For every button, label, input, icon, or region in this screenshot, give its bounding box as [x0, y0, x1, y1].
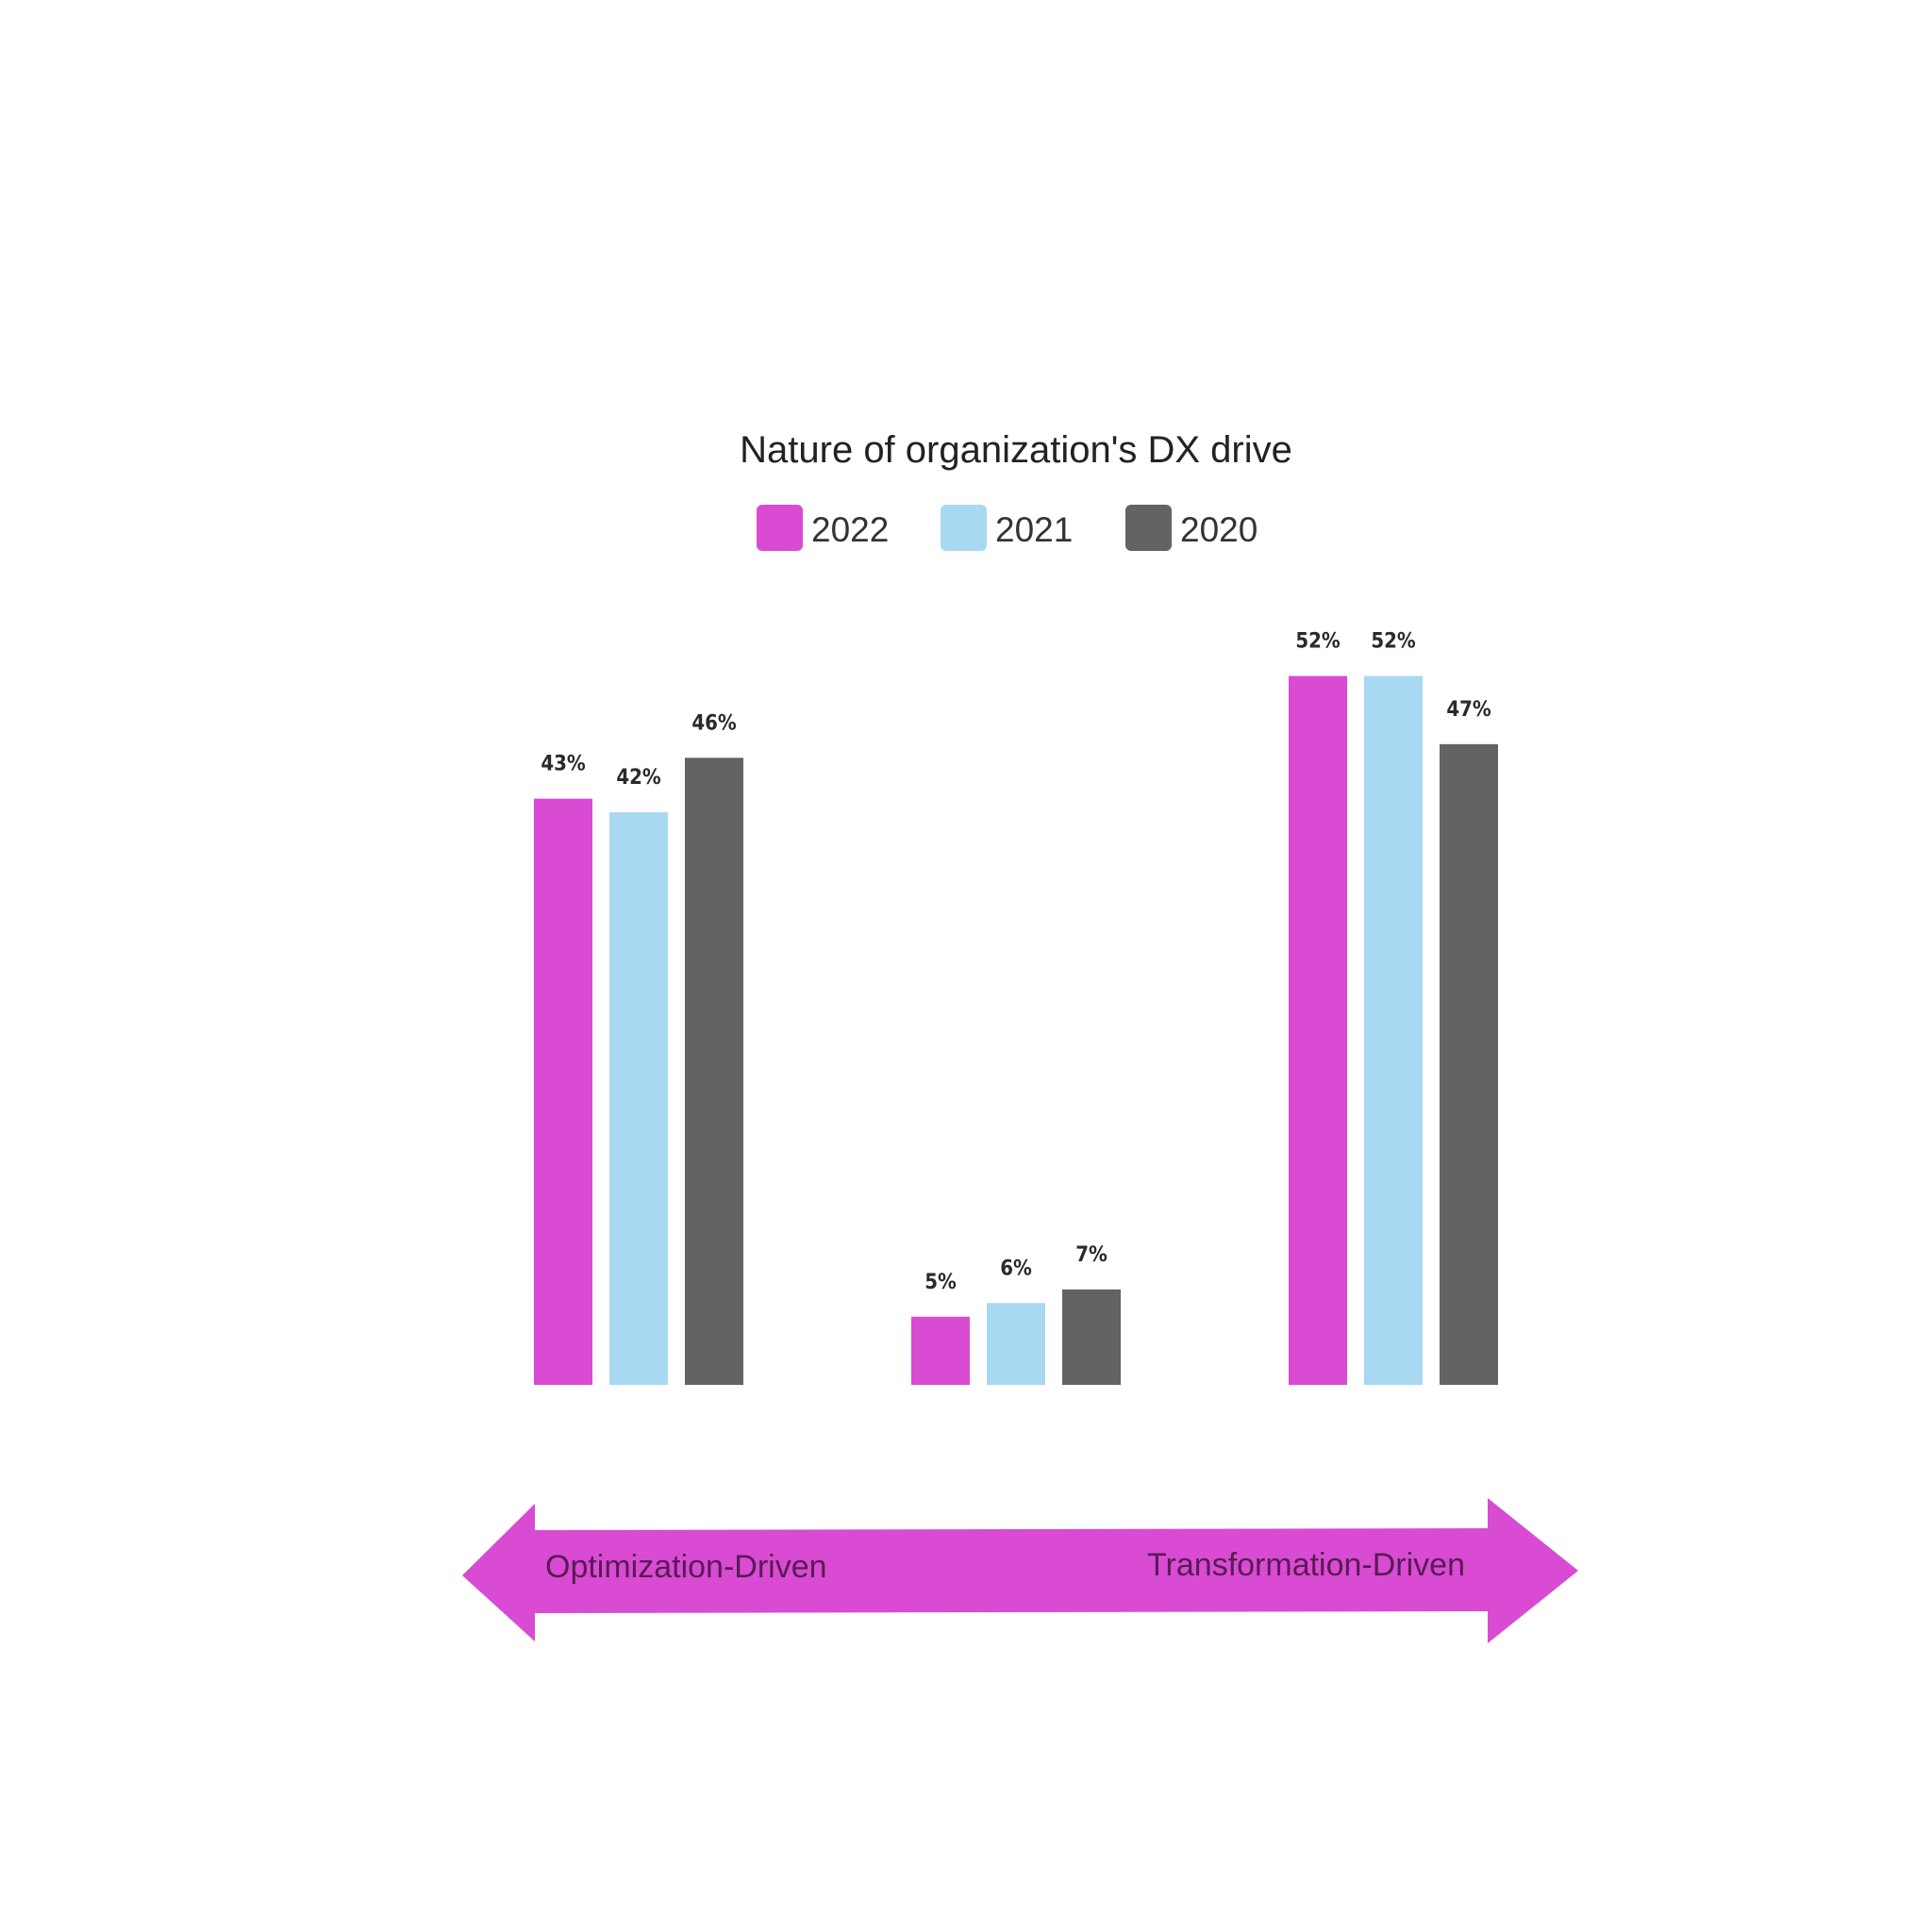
legend-label-2021: 2021: [995, 510, 1073, 549]
legend-label-2020: 2020: [1180, 510, 1257, 549]
data-label-2020-group1: 46%: [691, 711, 737, 735]
bar-2022-group2: [911, 1316, 970, 1385]
data-label-2021-group2: 6%: [1000, 1257, 1032, 1280]
data-label-2020-group3: 47%: [1446, 698, 1491, 722]
bar-2022-group3: [1289, 675, 1347, 1385]
legend-swatch-2020: [1125, 505, 1172, 551]
legend-label-2022: 2022: [811, 510, 889, 549]
bar-2020-group1: [685, 758, 743, 1385]
data-label-2021-group3: 52%: [1371, 630, 1416, 654]
bar-2020-group3: [1440, 743, 1498, 1385]
data-label-2022-group2: 5%: [924, 1271, 957, 1294]
data-label-2021-group1: 42%: [616, 766, 661, 790]
data-label-2022-group1: 43%: [541, 753, 586, 776]
chart-title: Nature of organization's DX drive: [740, 429, 1292, 471]
bar-2021-group3: [1364, 675, 1423, 1385]
data-label-2020-group2: 7%: [1075, 1243, 1108, 1267]
legend-swatch-2022: [757, 505, 803, 551]
arrow-label-left: Optimization-Driven: [545, 1549, 827, 1585]
data-label-2022-group3: 52%: [1295, 630, 1341, 654]
legend-swatch-2021: [941, 505, 987, 551]
bar-2020-group2: [1062, 1289, 1121, 1385]
data-labels: 43% 5% 52% 42% 6% 52% 46% 7% 47%: [541, 630, 1491, 1294]
bar-group: [534, 675, 1498, 1385]
bar-2022-group1: [534, 798, 592, 1385]
arrow-label-right: Transformation-Driven: [1147, 1547, 1465, 1583]
scale-arrow: Optimization-Driven Transformation-Drive…: [462, 1498, 1578, 1643]
legend: 2022 2021 2020: [757, 505, 1257, 551]
double-arrow-shape: [462, 1498, 1578, 1643]
bar-2021-group1: [609, 812, 668, 1385]
bar-2021-group2: [987, 1303, 1045, 1385]
